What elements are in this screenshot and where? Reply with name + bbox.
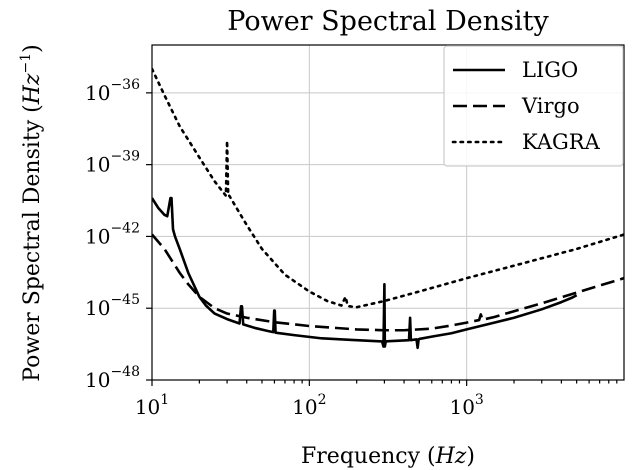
- x-tick-label: 101: [135, 392, 169, 419]
- legend-label-kagra: KAGRA: [522, 130, 601, 154]
- x-axis-label: Frequency (Hz): [301, 444, 475, 469]
- y-axis-label: Power Spectral Density (Hz−1): [18, 44, 45, 382]
- y-tick-label: 10−39: [85, 149, 140, 177]
- legend-label-virgo: Virgo: [521, 94, 580, 118]
- series-line-virgo: [152, 233, 624, 332]
- legend: LIGO Virgo KAGRA: [443, 45, 624, 167]
- y-tick-label: 10−48: [85, 364, 140, 392]
- plot-frame: [151, 44, 625, 381]
- x-tick-label: 103: [449, 392, 483, 419]
- chart-title: Power Spectral Density: [227, 6, 549, 37]
- x-tick-label: 102: [292, 392, 326, 419]
- axis-ticks: 101 102 103 10−48 10−45 10−42 10−39 10−36: [85, 77, 618, 419]
- series-line-kagra: [152, 67, 624, 309]
- y-tick-label: 10−45: [85, 292, 140, 320]
- legend-items: LIGO Virgo KAGRA: [451, 58, 601, 154]
- y-tick-label: 10−42: [85, 220, 140, 248]
- legend-label-ligo: LIGO: [522, 58, 578, 82]
- series-layer: [152, 67, 624, 350]
- series-line-ligo: [152, 196, 578, 350]
- plot-clip-group: [152, 67, 624, 350]
- y-tick-label: 10−36: [85, 77, 140, 105]
- legend-box: [443, 45, 624, 167]
